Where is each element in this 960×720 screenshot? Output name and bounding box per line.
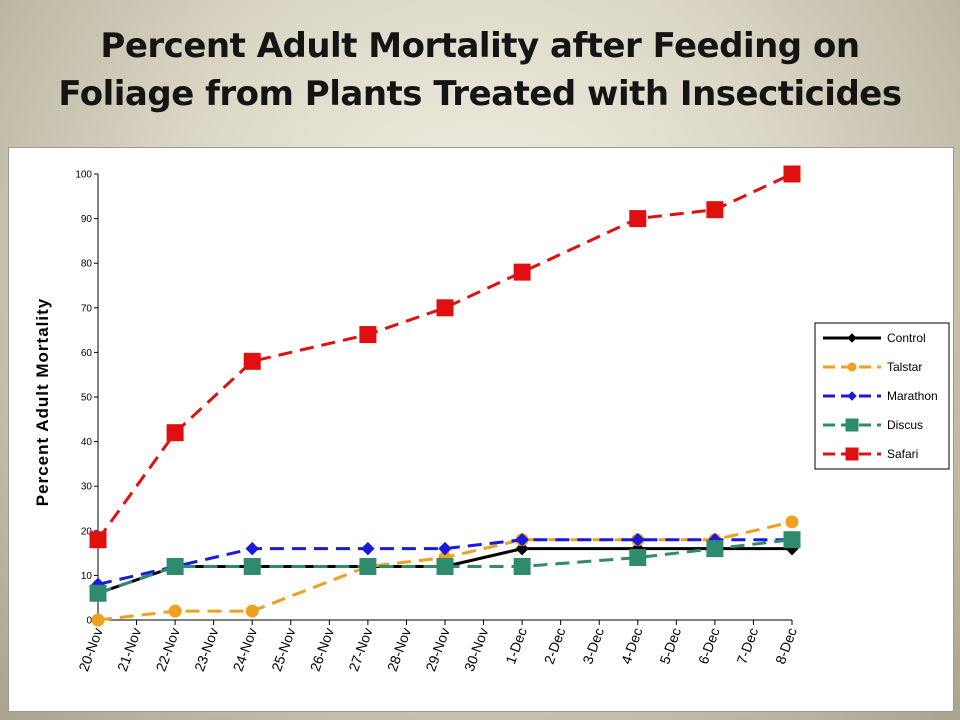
x-tick-label: 29-Nov <box>422 626 452 674</box>
x-tick-label: 20-Nov <box>75 626 105 674</box>
marathon-legend-label: Marathon <box>887 389 938 403</box>
safari-data-point <box>629 210 647 228</box>
safari-data-point <box>359 326 377 344</box>
marathon-legend-marker <box>847 391 857 401</box>
y-tick-label: 90 <box>81 214 93 225</box>
x-tick-label: 3-Dec <box>579 626 607 667</box>
marathon-data-point <box>438 541 452 556</box>
y-tick-label: 60 <box>81 348 93 359</box>
x-tick-label: 23-Nov <box>191 626 221 674</box>
marathon-data-point <box>245 541 259 556</box>
discus-data-point <box>359 557 377 575</box>
marathon-data-point <box>515 533 529 547</box>
x-tick-label: 27-Nov <box>345 626 375 674</box>
y-axis-title: Percent Adult Mortality <box>33 298 52 506</box>
x-tick-label: 6-Dec <box>695 626 723 667</box>
x-tick-label: 5-Dec <box>656 626 684 667</box>
x-tick-label: 7-Dec <box>733 626 761 667</box>
legend-box <box>814 322 950 470</box>
mortality-line-chart: 0 10 20 30 40 50 60 70 80 90 100 Percent Adult Mort… <box>33 165 950 674</box>
x-tick-label: 1-Dec <box>502 626 530 667</box>
x-tick-label: 25-Nov <box>268 626 298 674</box>
slide-title-line-2: Foliage from Plants Treated with Insecti… <box>58 74 902 114</box>
marathon-data-point <box>631 533 645 547</box>
safari-data-point <box>166 424 184 442</box>
discus-legend-label: Discus <box>887 418 923 432</box>
talstar-legend-marker <box>847 362 857 372</box>
y-tick-label: 0 <box>86 616 92 627</box>
chart-panel: 0 10 20 30 40 50 60 70 80 90 100 Percent Adult Mort… <box>8 147 954 712</box>
discus-data-point <box>89 584 107 602</box>
talstar-data-point <box>245 604 259 618</box>
discus-data-point <box>706 540 724 558</box>
discus-legend-marker <box>845 418 859 432</box>
talstar-data-point <box>785 515 799 529</box>
x-tick-label: 21-Nov <box>114 626 144 674</box>
x-tick-label: 4-Dec <box>618 626 646 667</box>
y-tick-label: 30 <box>81 482 93 493</box>
y-tick-label: 80 <box>81 259 93 270</box>
y-tick-label: 40 <box>81 437 93 448</box>
safari-data-point <box>436 299 454 317</box>
x-tick-label: 28-Nov <box>384 626 414 674</box>
talstar-legend-label: Talstar <box>887 360 922 374</box>
marathon-data-point <box>361 541 375 556</box>
y-tick-label: 70 <box>81 303 93 314</box>
safari-data-point <box>513 263 531 281</box>
y-tick-label: 20 <box>81 526 93 537</box>
discus-data-point <box>783 531 801 549</box>
x-tick-label: 26-Nov <box>307 626 337 674</box>
slide-title-line-1: Percent Adult Mortality after Feeding on <box>100 26 860 66</box>
discus-data-point <box>629 549 647 567</box>
control-data-point <box>515 541 529 556</box>
safari-data-point <box>89 531 107 549</box>
x-tick-label: 30-Nov <box>461 626 491 674</box>
x-tick-label: 8-Dec <box>772 626 800 667</box>
discus-data-point <box>436 557 454 575</box>
talstar-data-point <box>91 613 105 627</box>
safari-series-line <box>96 172 793 541</box>
marathon-series-line <box>97 538 792 586</box>
y-tick-label: 10 <box>81 571 93 582</box>
y-tick-label: 100 <box>75 170 92 181</box>
talstar-data-point <box>168 604 182 618</box>
control-legend-label: Control <box>887 331 926 345</box>
safari-data-point <box>243 352 261 370</box>
control-legend-marker <box>847 333 857 343</box>
discus-data-point <box>513 557 531 575</box>
discus-series-line <box>97 538 793 595</box>
safari-data-point <box>706 201 724 219</box>
x-tick-label: 2-Dec <box>541 626 569 667</box>
slide-title: Percent Adult Mortality after Feeding on… <box>0 22 960 118</box>
discus-data-point <box>166 557 184 575</box>
safari-data-point <box>783 165 801 183</box>
x-tick-label: 22-Nov <box>152 626 182 674</box>
x-tick-label: 24-Nov <box>230 626 260 674</box>
safari-legend-marker <box>845 447 859 461</box>
discus-data-point <box>243 557 261 575</box>
safari-legend-label: Safari <box>887 447 918 461</box>
y-tick-label: 50 <box>81 393 93 404</box>
